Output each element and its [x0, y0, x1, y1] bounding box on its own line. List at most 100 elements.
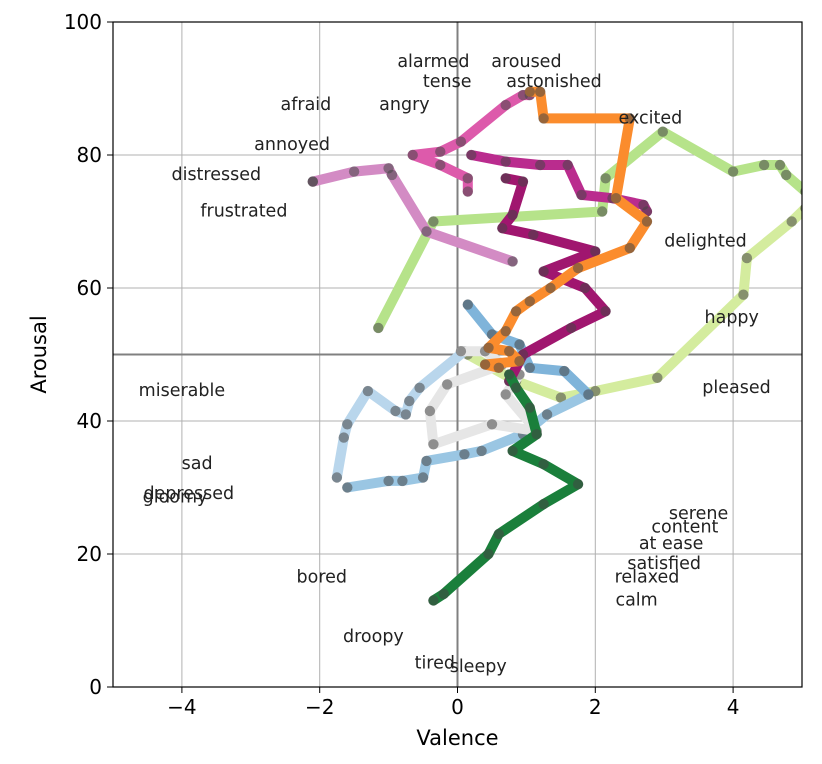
series-point — [417, 472, 429, 483]
series-point — [562, 159, 573, 171]
series-group — [497, 173, 611, 387]
emotion-label: sad — [182, 454, 213, 474]
series-point — [455, 136, 467, 147]
series-point — [483, 342, 494, 353]
series-point — [424, 405, 436, 417]
series-point — [597, 206, 608, 217]
series-point — [462, 299, 473, 310]
series-point — [455, 346, 467, 357]
series-point — [524, 402, 535, 413]
series-point — [559, 365, 570, 377]
series-point — [483, 548, 494, 560]
series-point — [421, 226, 432, 237]
emotion-label: annoyed — [254, 135, 330, 155]
emotion-label: frustrated — [200, 202, 287, 222]
series-point — [338, 432, 349, 443]
series-point — [438, 588, 449, 600]
series-point — [538, 498, 549, 510]
y-tick-label: 20 — [77, 542, 102, 566]
series-point — [786, 216, 797, 227]
series-point — [583, 389, 594, 400]
series-point — [428, 439, 439, 450]
emotion-label: calm — [615, 591, 657, 611]
series-point — [373, 322, 384, 334]
series-point — [390, 405, 401, 417]
series-point — [579, 282, 591, 294]
series-point — [590, 246, 601, 257]
series-point — [497, 223, 508, 234]
series-point — [524, 362, 535, 373]
series-line — [424, 346, 542, 450]
emotion-label: miserable — [139, 381, 225, 401]
series-point — [510, 382, 522, 393]
series-point — [500, 173, 511, 184]
series-point — [421, 455, 432, 467]
series-point — [435, 146, 446, 157]
series-group — [466, 149, 653, 217]
series-point — [479, 359, 491, 370]
y-tick-label: 0 — [89, 675, 102, 699]
series-point — [404, 395, 415, 407]
emotion-label: droopy — [343, 627, 404, 647]
series-point — [383, 475, 394, 487]
series-group — [307, 163, 518, 267]
series-point — [524, 296, 535, 307]
series-point — [514, 339, 525, 350]
series-point — [741, 252, 753, 264]
series-point — [531, 429, 542, 440]
series-point — [758, 159, 770, 171]
series-point — [727, 166, 739, 177]
x-tick-label: 0 — [451, 695, 464, 719]
data-series — [307, 86, 802, 606]
series-point — [600, 306, 611, 317]
series-point — [538, 266, 549, 277]
series-point — [428, 595, 439, 606]
series-point — [572, 262, 584, 274]
y-tick-label: 40 — [77, 409, 102, 433]
series-point — [466, 149, 477, 161]
series-point — [342, 482, 353, 493]
series-point — [566, 322, 577, 334]
series-point — [610, 193, 622, 204]
series-point — [500, 99, 511, 111]
series-point — [535, 159, 546, 171]
emotion-label: relaxed — [615, 567, 680, 587]
emotion-label: content — [651, 517, 718, 537]
series-point — [541, 409, 553, 420]
y-tick-label: 60 — [77, 276, 102, 300]
series-point — [517, 176, 529, 187]
series-group — [428, 369, 584, 606]
series-point — [524, 86, 535, 98]
series-point — [738, 289, 749, 300]
series-point — [652, 372, 663, 383]
emotion-label: at ease — [639, 534, 704, 554]
emotion-label: distressed — [171, 165, 261, 185]
series-point — [781, 169, 792, 181]
emotion-label: serene — [669, 504, 728, 524]
series-point — [493, 362, 504, 373]
series-point — [510, 306, 522, 317]
emotion-label: bored — [297, 567, 348, 587]
x-tick-label: 4 — [727, 695, 740, 719]
y-axis-title: Arousal — [27, 315, 51, 393]
emotion-label: astonished — [506, 72, 601, 92]
series-point — [442, 379, 453, 390]
series-line — [466, 150, 652, 217]
series-point — [504, 346, 515, 357]
series-point — [362, 385, 374, 397]
series-point — [476, 445, 487, 457]
series-point — [331, 472, 343, 483]
emotion-labels: alarmed aroused tense astonished afraid angry… — [139, 52, 771, 677]
series-point — [383, 163, 394, 174]
series-point — [535, 86, 546, 98]
series-point — [555, 392, 567, 403]
emotion-label: pleased — [702, 378, 770, 398]
emotion-label: afraid — [281, 95, 332, 115]
series-point — [572, 479, 584, 490]
y-tick-label: 100 — [64, 10, 102, 34]
series-point — [307, 176, 318, 187]
series-point — [414, 382, 425, 393]
series-point — [538, 459, 549, 470]
